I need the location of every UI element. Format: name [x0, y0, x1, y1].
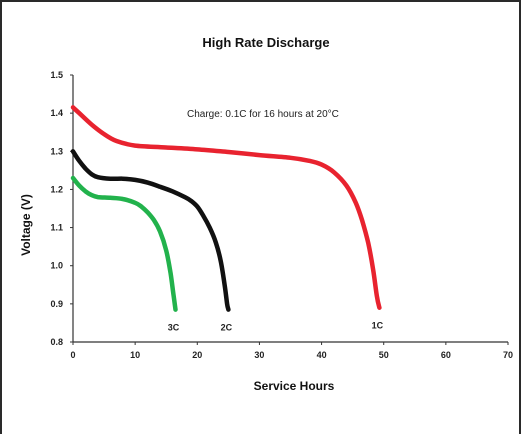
- y-tick-label: 1.1: [50, 223, 63, 233]
- y-tick-label: 0.8: [50, 337, 63, 347]
- x-axis-title: Service Hours: [254, 379, 335, 393]
- chart-title: High Rate Discharge: [202, 35, 329, 50]
- series-line-2c: [70, 149, 231, 312]
- series-label-1c: 1C: [372, 321, 384, 331]
- x-tick-label: 70: [503, 350, 513, 360]
- series-label-2c: 2C: [221, 323, 233, 333]
- x-tick-label: 0: [70, 350, 75, 360]
- x-tick-label: 20: [192, 350, 202, 360]
- series-line-3c: [70, 175, 178, 312]
- x-tick-label: 60: [441, 350, 451, 360]
- y-tick-label: 1.2: [50, 184, 63, 194]
- series-line-1c: [70, 105, 382, 310]
- y-tick-label: 0.9: [50, 299, 63, 309]
- series-label-3c: 3C: [168, 323, 180, 333]
- y-axis-title: Voltage (V): [19, 194, 33, 256]
- y-tick-label: 1.0: [50, 261, 63, 271]
- x-tick-label: 30: [254, 350, 264, 360]
- y-tick-label: 1.5: [50, 70, 63, 80]
- chart-annotation: Charge: 0.1C for 16 hours at 20°C: [187, 109, 339, 120]
- y-tick-label: 1.3: [50, 146, 63, 156]
- x-tick-label: 40: [317, 350, 327, 360]
- x-tick-label: 10: [130, 350, 140, 360]
- x-tick-label: 50: [379, 350, 389, 360]
- y-tick-label: 1.4: [50, 108, 63, 118]
